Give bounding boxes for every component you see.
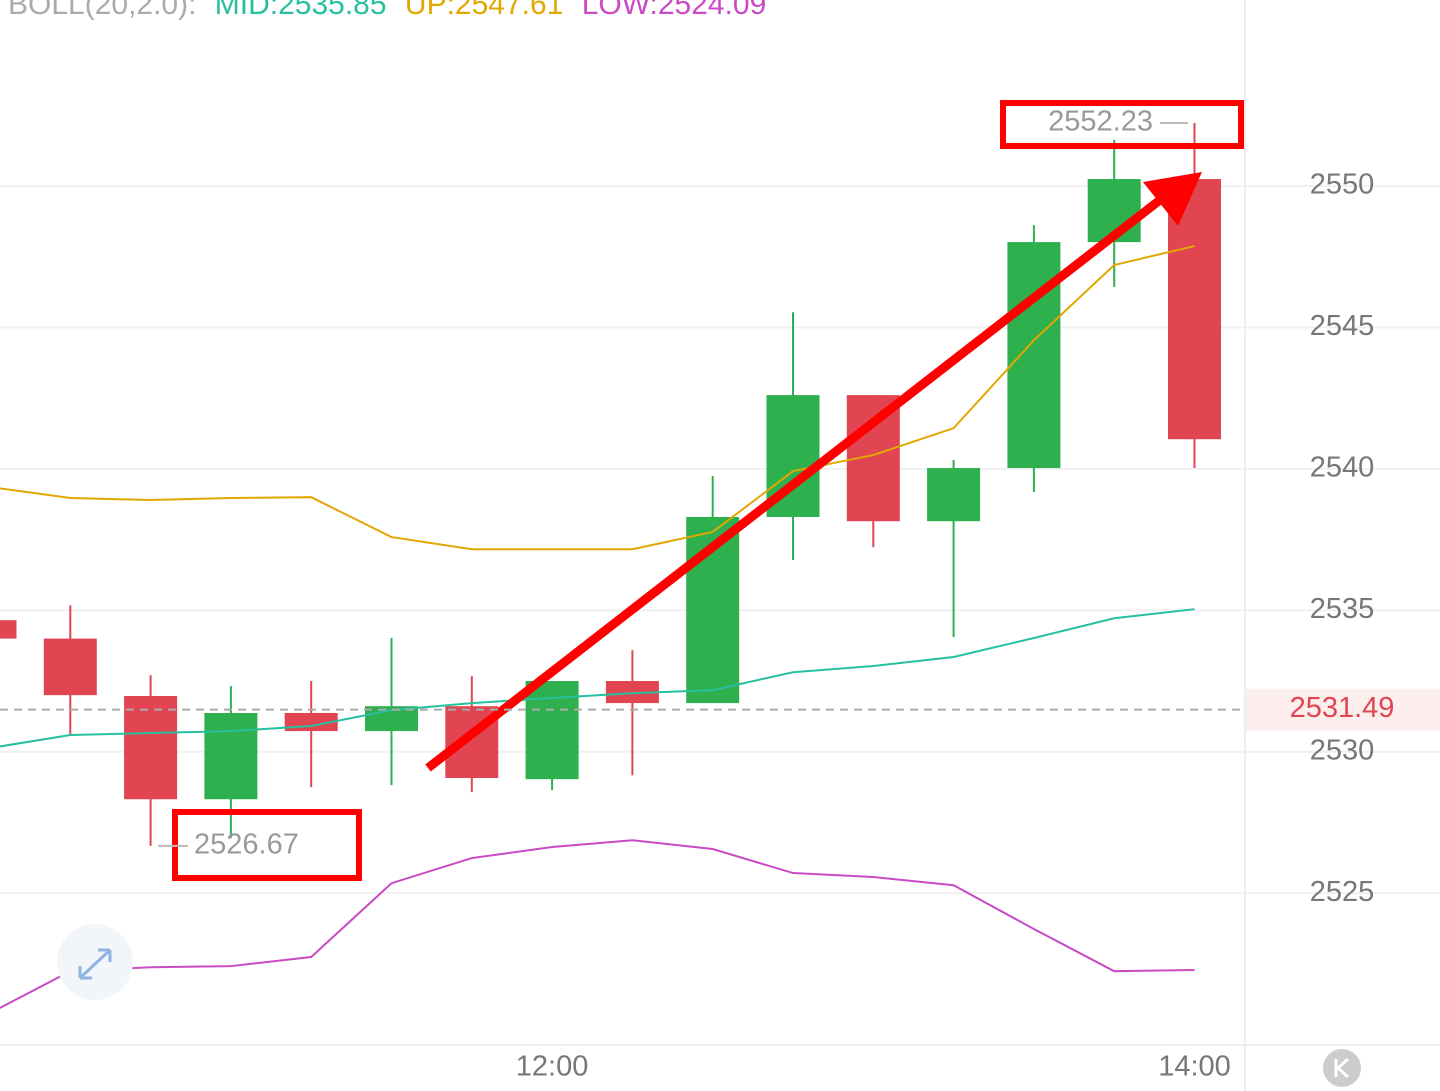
boll-header: BOLL(20,2.0): MID:2535.85 UP:2547.61 LOW…: [8, 0, 766, 21]
last-price-tag: [1246, 688, 1440, 731]
boll-line: [0, 245, 1195, 551]
boll-mid: MID:2535.85: [215, 0, 387, 21]
boll-up: UP:2547.61: [405, 0, 563, 21]
trend-arrow: [425, 196, 1163, 772]
candle-body: [0, 620, 17, 639]
boll-label: BOLL(20,2.0):: [8, 0, 196, 21]
last-price-label: 2531.49: [1290, 692, 1395, 724]
y-tick-label: 2540: [1310, 452, 1375, 484]
candle-body: [525, 681, 579, 780]
candle-body: [1007, 242, 1061, 469]
y-tick-label: 2550: [1310, 169, 1375, 201]
y-tick-label: 2525: [1310, 876, 1375, 908]
boll-line: [0, 608, 1195, 748]
boll-line: [0, 839, 1195, 1009]
axes: 2525 2530 2535 2540 2545 2550 12:00 14:00: [516, 169, 1374, 1083]
candle-body: [927, 468, 981, 522]
candle-body: [43, 638, 97, 696]
candle-body: [124, 696, 178, 800]
boll-low: LOW:2524.09: [582, 0, 767, 21]
min-label: 2526.67: [194, 829, 299, 861]
highlight-box: [1000, 100, 1244, 149]
k-icon: [1334, 1057, 1350, 1079]
x-tick-label: 12:00: [516, 1051, 589, 1083]
k-button[interactable]: [1323, 1049, 1361, 1087]
candle-body: [605, 681, 659, 704]
x-tick-label: 14:00: [1158, 1051, 1231, 1083]
y-tick-label: 2530: [1310, 734, 1375, 766]
max-label: 2552.23: [1048, 106, 1153, 138]
y-tick-label: 2535: [1310, 593, 1375, 625]
expand-icon: [78, 948, 112, 980]
candle-body: [204, 712, 258, 800]
y-tick-label: 2545: [1310, 310, 1375, 342]
arrow-head: [1143, 172, 1202, 226]
